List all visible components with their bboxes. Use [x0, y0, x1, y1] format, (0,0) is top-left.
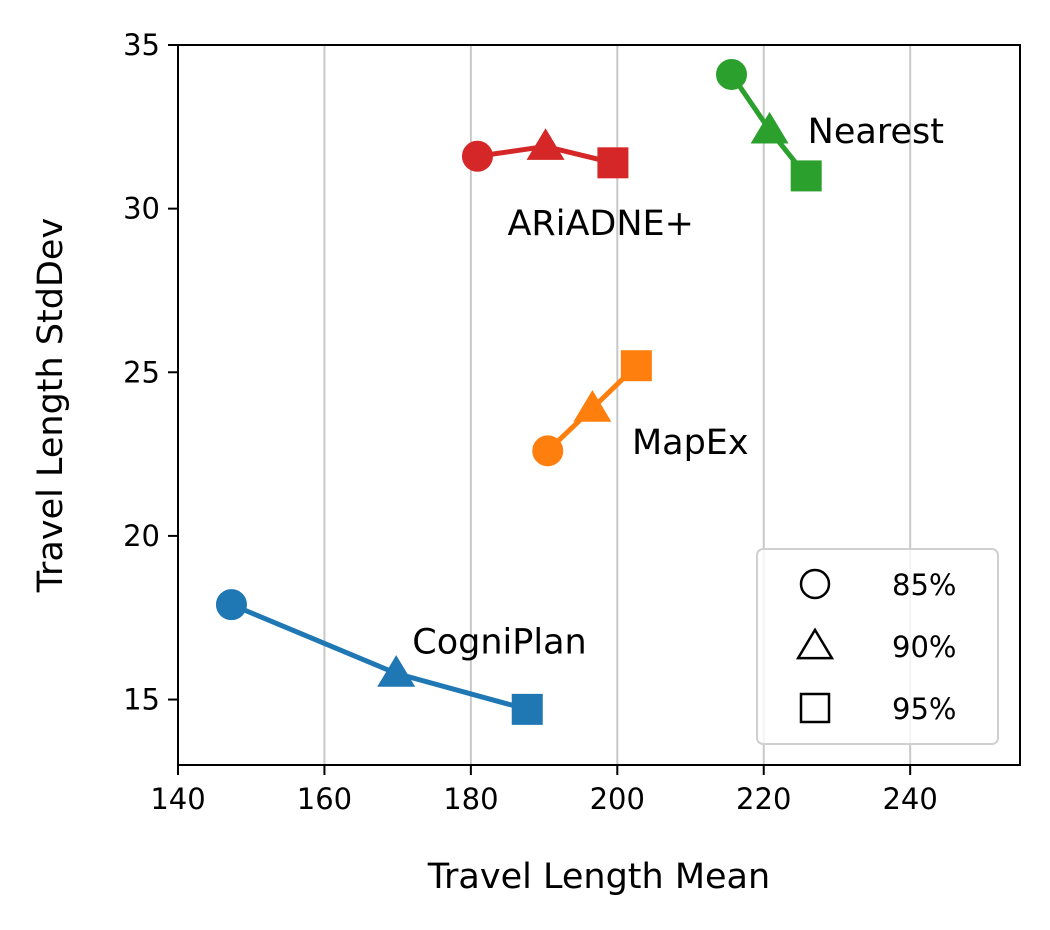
series-label: Nearest	[808, 112, 944, 152]
legend-label: 95%	[892, 692, 956, 726]
data-point-circle	[215, 589, 247, 621]
y-tick-label: 15	[123, 683, 160, 717]
legend-marker-triangle	[795, 627, 835, 660]
data-point-circle	[532, 435, 564, 467]
x-tick-label: 240	[882, 782, 937, 816]
series-label: MapEx	[632, 423, 749, 463]
data-point-circle	[716, 58, 748, 90]
data-point-square	[620, 350, 652, 382]
series-group: MapEx	[532, 350, 749, 467]
data-point-square	[790, 160, 822, 192]
x-tick-label: 160	[297, 782, 352, 816]
legend-label: 90%	[892, 630, 956, 664]
y-tick-label: 20	[123, 519, 160, 553]
x-tick-label: 200	[590, 782, 645, 816]
y-axis-title: Travel Length StdDev	[31, 218, 71, 593]
x-tick-label: 180	[443, 782, 498, 816]
legend-label: 85%	[892, 568, 956, 602]
series-label: CogniPlan	[412, 623, 586, 663]
series-label: ARiADNE+	[507, 204, 694, 244]
series-group: ARiADNE+	[461, 128, 694, 244]
y-tick-label: 25	[123, 355, 160, 389]
x-axis-title: Travel Length Mean	[427, 857, 770, 897]
x-tick-label: 140	[150, 782, 205, 816]
data-point-square	[511, 693, 543, 725]
y-tick-label: 35	[123, 28, 160, 62]
series-group: Nearest	[716, 58, 944, 192]
legend: 85% 90% 95%	[756, 548, 999, 745]
plot-frame	[177, 44, 1021, 766]
data-point-square	[597, 147, 629, 179]
legend-marker-circle	[799, 568, 831, 600]
legend-box	[756, 548, 999, 745]
x-tick-label: 220	[736, 782, 791, 816]
legend-marker-square	[799, 692, 831, 724]
ticks: 140 160 180 200 220 240 15 20 25 30 35	[123, 28, 938, 816]
data-point-triangle	[573, 390, 612, 422]
data-point-triangle	[750, 111, 789, 144]
series-layer: CogniPlan MapEx ARiADNE+ Nearest	[215, 58, 944, 725]
y-tick-label: 30	[123, 192, 160, 226]
data-point-triangle	[526, 128, 565, 160]
data-point-circle	[461, 140, 493, 172]
series-group: CogniPlan	[215, 589, 587, 725]
data-point-triangle	[377, 655, 416, 687]
